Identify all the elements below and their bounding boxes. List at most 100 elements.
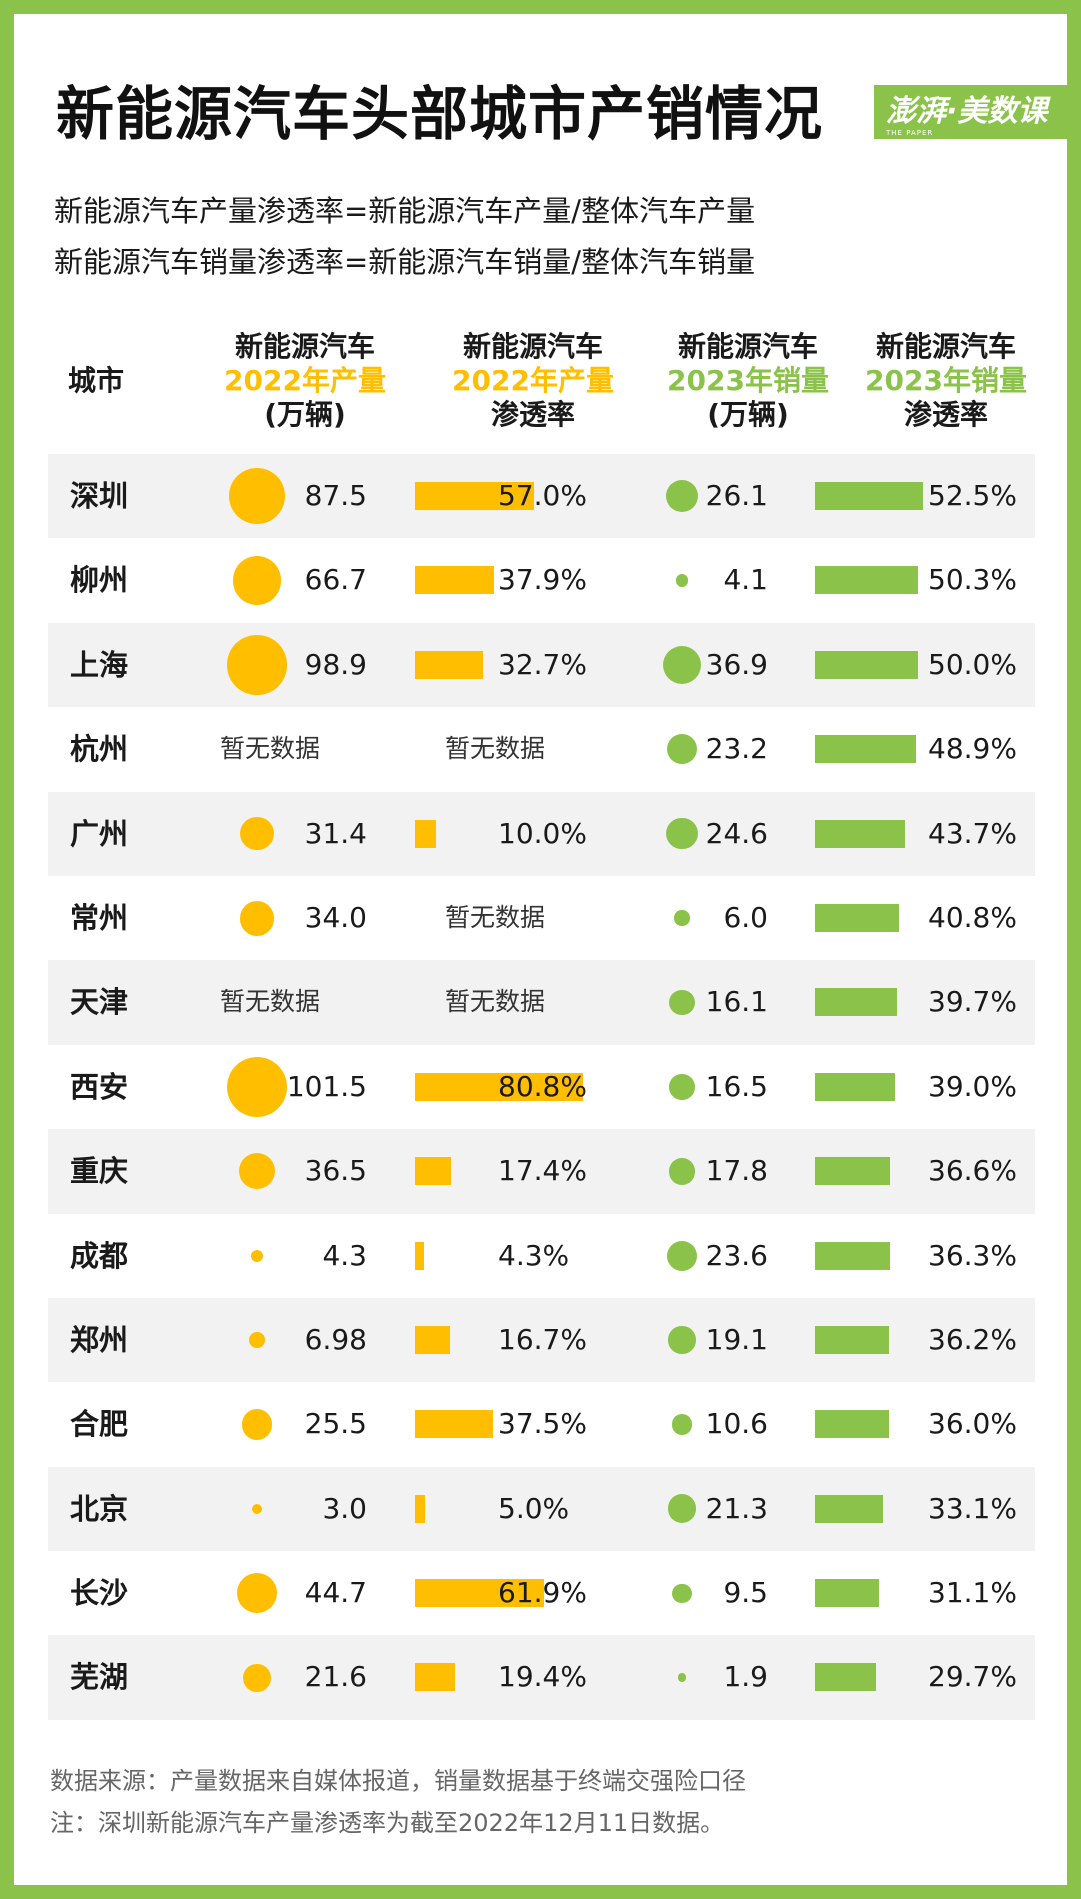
table-row: 深圳 87.5 57.0% 26.1 52.5% xyxy=(48,454,1035,539)
header-production-rate-line2: 2022年产量 xyxy=(452,364,614,397)
city-name: 重庆 xyxy=(70,1154,129,1189)
production-rate-no-data: 暂无数据 xyxy=(445,987,546,1017)
page-title: 新能源汽车头部城市产销情况 xyxy=(56,80,824,148)
sales-rate-value: 36.3% xyxy=(928,1238,1017,1272)
production-rate-value: 61.9% xyxy=(498,1576,587,1610)
production-rate-bar xyxy=(415,1325,450,1354)
production-rate-bar xyxy=(415,1410,493,1439)
sales-circle xyxy=(671,1414,693,1435)
sales-rate-value: 33.1% xyxy=(928,1491,1017,1525)
header-production: 新能源汽车 2022年产量 (万辆) xyxy=(175,330,435,432)
sales-circle xyxy=(669,1074,695,1100)
production-circle xyxy=(227,635,287,695)
sales-value: 26.1 xyxy=(705,479,768,512)
formula-sales-rate: 新能源汽车销量渗透率=新能源汽车销量/整体汽车销量 xyxy=(54,245,756,279)
sales-rate-value: 36.6% xyxy=(928,1154,1017,1188)
production-rate-bar xyxy=(415,1663,456,1692)
header-sales-line2: 2023年销量 xyxy=(667,364,829,397)
production-rate-value: 37.5% xyxy=(498,1407,587,1441)
production-rate-value: 32.7% xyxy=(498,647,587,681)
production-value: 21.6 xyxy=(304,1660,367,1694)
sales-rate-bar xyxy=(815,903,899,932)
sales-rate-value: 48.9% xyxy=(928,732,1017,766)
sales-rate-bar xyxy=(815,482,923,510)
sales-value: 16.1 xyxy=(705,985,768,1019)
sales-rate-value: 39.7% xyxy=(928,985,1017,1019)
production-circle xyxy=(240,817,274,851)
infographic-frame xyxy=(14,14,1067,1885)
sales-circle xyxy=(663,645,701,684)
production-rate-no-data: 暂无数据 xyxy=(445,734,546,764)
sales-rate-value: 52.5% xyxy=(928,479,1017,512)
sales-rate-bar xyxy=(815,1157,891,1186)
sales-circle xyxy=(677,1673,687,1682)
sales-circle xyxy=(674,910,690,926)
sales-rate-bar xyxy=(815,1072,896,1101)
sales-rate-bar xyxy=(815,650,918,679)
table-row: 长沙 44.7 61.9% 9.5 31.1% xyxy=(48,1551,1035,1635)
production-rate-value: 80.8% xyxy=(498,1069,587,1103)
production-rate-no-data: 暂无数据 xyxy=(445,902,546,932)
sales-value: 17.8 xyxy=(705,1154,768,1188)
production-circle xyxy=(239,900,275,936)
production-rate-bar xyxy=(415,566,494,595)
production-value: 44.7 xyxy=(304,1576,367,1610)
production-no-data: 暂无数据 xyxy=(220,734,321,764)
table-row: 天津 暂无数据 暂无数据 16.1 39.7% xyxy=(48,960,1035,1045)
production-rate-value: 5.0% xyxy=(498,1491,570,1525)
sales-rate-bar xyxy=(815,819,905,848)
city-name: 常州 xyxy=(70,900,129,935)
sales-circle xyxy=(668,1326,696,1354)
production-circle xyxy=(227,1056,287,1117)
table-body: 深圳 87.5 57.0% 26.1 52.5% 柳州 66.7 37.9% 4.1 50.3% 上… xyxy=(48,454,1035,1720)
production-rate-value: 17.4% xyxy=(498,1154,587,1188)
production-circle xyxy=(251,1503,263,1515)
production-value: 36.5 xyxy=(304,1154,367,1188)
production-value: 31.4 xyxy=(304,816,367,850)
production-rate-bar xyxy=(415,482,534,510)
sales-circle xyxy=(667,1494,697,1524)
sales-rate-bar xyxy=(815,566,919,595)
city-name: 长沙 xyxy=(70,1576,129,1611)
header-production-rate-line3: 渗透率 xyxy=(490,398,575,431)
header-sales-rate-line3: 渗透率 xyxy=(903,398,988,431)
production-rate-bar xyxy=(415,1072,583,1101)
table-row: 合肥 25.5 37.5% 10.6 36.0% xyxy=(48,1382,1035,1466)
sales-value: 23.6 xyxy=(705,1238,768,1272)
header-production-line1: 新能源汽车 xyxy=(234,330,375,363)
sales-circle xyxy=(672,1583,692,1603)
production-value: 66.7 xyxy=(304,563,367,597)
header-production-line2: 2022年产量 xyxy=(224,364,386,397)
data-table: 城市 新能源汽车 2022年产量 (万辆) 新能源汽车 2022年产量 渗透率 … xyxy=(48,330,1035,1720)
sales-circle xyxy=(669,989,695,1016)
logo-name: 澎湃·美数课 xyxy=(886,94,1048,129)
production-value: 4.3 xyxy=(322,1238,367,1272)
city-name: 西安 xyxy=(70,1069,129,1104)
header-city: 城市 xyxy=(68,364,125,397)
sales-value: 10.6 xyxy=(705,1407,768,1441)
production-circle xyxy=(250,1249,264,1262)
footnote: 注：深圳新能源汽车产量渗透率为截至2022年12月11日数据。 xyxy=(50,1809,725,1837)
sales-value: 6.0 xyxy=(723,900,768,934)
sales-rate-value: 39.0% xyxy=(928,1069,1017,1103)
source-note: 数据来源：产量数据来自媒体报道，销量数据基于终端交强险口径 xyxy=(50,1767,746,1795)
sales-rate-value: 50.0% xyxy=(928,647,1017,681)
city-name: 深圳 xyxy=(70,479,129,513)
sales-rate-value: 31.1% xyxy=(928,1576,1017,1610)
production-circle xyxy=(239,1153,275,1190)
production-value: 87.5 xyxy=(304,479,367,512)
table-row: 重庆 36.5 17.4% 17.8 36.6% xyxy=(48,1129,1035,1214)
city-name: 合肥 xyxy=(70,1407,129,1442)
production-value: 98.9 xyxy=(304,647,367,681)
production-circle xyxy=(243,1663,271,1692)
sales-circle xyxy=(666,734,698,765)
table-row: 芜湖 21.6 19.4% 1.9 29.7% xyxy=(48,1635,1035,1720)
sales-rate-bar xyxy=(815,1579,879,1608)
sales-circle xyxy=(666,1240,698,1271)
production-value: 3.0 xyxy=(322,1491,367,1525)
city-name: 郑州 xyxy=(70,1322,129,1357)
sales-rate-bar xyxy=(815,988,897,1017)
production-circle xyxy=(249,1332,265,1348)
sales-rate-value: 36.2% xyxy=(928,1322,1017,1356)
header-production-line3: (万辆) xyxy=(264,398,346,431)
